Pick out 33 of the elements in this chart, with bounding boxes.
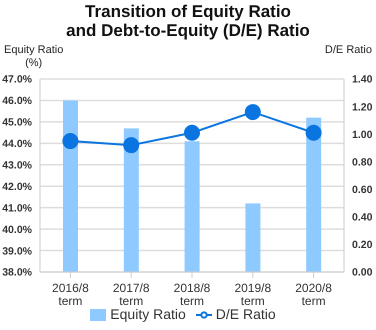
- y2-tick-label: 1.40: [352, 74, 373, 86]
- point: [62, 133, 78, 150]
- y-tick-label: 41.0%: [2, 202, 33, 214]
- x-tick-label: 2019/8 term: [234, 281, 272, 308]
- y2-tick-label: 0.40: [352, 212, 373, 224]
- y2-tick-label: 0.00: [352, 266, 373, 279]
- y-tick-label: 46.0%: [2, 95, 33, 108]
- point: [123, 137, 140, 154]
- y2-tick-label: 1.00: [352, 128, 373, 141]
- x-tick-label: 2016/8 term: [52, 281, 90, 308]
- y-tick-label: 39.0%: [2, 245, 33, 258]
- y2-tick-label: 0.60: [352, 184, 373, 196]
- y-tick-label: 38.0%: [2, 266, 33, 279]
- y-tick-label: 47.0%: [2, 74, 33, 86]
- x-tick-label: 2020/8 term: [295, 281, 332, 308]
- y-tick-label: 42.0%: [2, 180, 33, 193]
- point: [244, 104, 261, 120]
- y2-tick-label: 0.80: [352, 156, 373, 168]
- y2-tick-label: 1.20: [352, 101, 373, 114]
- legend-label: D/E Ratio: [216, 306, 276, 322]
- x-tick-label: 2017/8 term: [112, 281, 150, 308]
- legend-label: Equity Ratio: [110, 306, 186, 322]
- y-tick-label: 43.0%: [2, 160, 33, 172]
- y-tick-label: 45.0%: [2, 116, 33, 129]
- y2-axis-title: D/E Ratio: [324, 44, 372, 56]
- y-tick-label: 44.0%: [2, 138, 33, 150]
- y-tick-label: 40.0%: [2, 224, 33, 236]
- y2-tick-label: 0.20: [352, 239, 373, 252]
- point: [184, 124, 200, 141]
- chart-title: Transition of Equity Ratio and Debt-to-Equity (D/E) Ratio: [65, 2, 311, 40]
- x-tick-label: 2018/8 term: [174, 281, 211, 308]
- y-axis-title: Equity Ratio (%): [4, 44, 64, 70]
- point: [306, 124, 322, 141]
